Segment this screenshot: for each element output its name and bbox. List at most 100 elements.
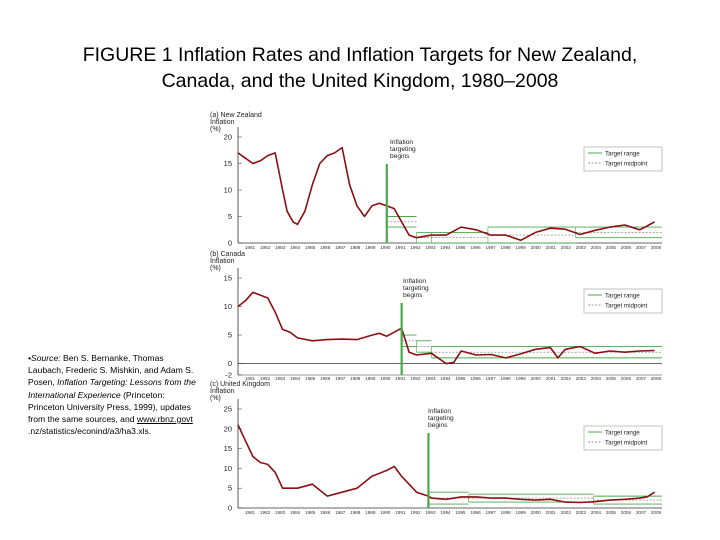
x-tick-label: 1986 bbox=[320, 510, 331, 515]
x-tick-label: 1981 bbox=[245, 510, 256, 515]
x-tick-label: 1984 bbox=[290, 376, 301, 381]
panel-label: (b) Canada bbox=[210, 251, 245, 258]
x-tick-label: 1999 bbox=[516, 376, 527, 381]
x-tick-label: 1982 bbox=[260, 376, 271, 381]
x-tick-label: 1993 bbox=[425, 376, 436, 381]
targeting-annotation-line: Inflation bbox=[428, 408, 451, 415]
y-tick-label: 20 bbox=[224, 424, 232, 433]
x-tick-label: 1983 bbox=[275, 510, 286, 515]
x-tick-label: 1998 bbox=[501, 245, 512, 250]
figure-title: FIGURE 1 Inflation Rates and Inflation T… bbox=[20, 42, 700, 94]
y-tick-label: 10 bbox=[224, 464, 232, 473]
x-tick-label: 2002 bbox=[561, 510, 572, 515]
x-tick-label: 1992 bbox=[410, 245, 421, 250]
x-tick-label: 1982 bbox=[260, 510, 271, 515]
targeting-annotation-line: targeting bbox=[390, 146, 416, 153]
targeting-annotation-line: begins bbox=[390, 153, 410, 160]
x-tick-label: 2003 bbox=[576, 510, 587, 515]
y-tick-label: 5 bbox=[228, 331, 232, 340]
x-tick-label: 1988 bbox=[350, 510, 361, 515]
x-tick-label: 2005 bbox=[606, 510, 617, 515]
x-tick-label: 1989 bbox=[365, 245, 376, 250]
legend-range-label: Target range bbox=[605, 430, 640, 437]
x-tick-label: 2008 bbox=[651, 245, 662, 250]
x-tick-label: 1990 bbox=[380, 510, 391, 515]
source-note: •Source: Ben S. Bernanke, Thomas Laubach… bbox=[28, 352, 198, 437]
x-tick-label: 1991 bbox=[395, 376, 406, 381]
x-tick-label: 1984 bbox=[290, 510, 301, 515]
x-tick-label: 2006 bbox=[621, 510, 632, 515]
x-tick-label: 1985 bbox=[305, 510, 316, 515]
inflation-series-line bbox=[237, 424, 656, 504]
x-tick-label: 1993 bbox=[425, 510, 436, 515]
x-tick-label: 2005 bbox=[606, 245, 617, 250]
x-tick-label: 1991 bbox=[395, 510, 406, 515]
x-tick-label: 1986 bbox=[320, 245, 331, 250]
x-tick-label: 2006 bbox=[621, 376, 632, 381]
x-tick-label: 2001 bbox=[546, 510, 557, 515]
x-tick-label: 2007 bbox=[636, 376, 647, 381]
x-tick-label: 2000 bbox=[531, 376, 542, 381]
x-tick-label: 1983 bbox=[275, 376, 286, 381]
x-tick-label: 2003 bbox=[576, 245, 587, 250]
targeting-annotation-line: Inflation bbox=[390, 139, 413, 146]
y-tick-label: 10 bbox=[224, 302, 232, 311]
x-tick-label: 1997 bbox=[485, 510, 496, 515]
x-tick-label: 2004 bbox=[591, 510, 602, 515]
x-tick-label: 1986 bbox=[320, 376, 331, 381]
x-tick-label: 2001 bbox=[546, 245, 557, 250]
x-tick-label: 1999 bbox=[516, 245, 527, 250]
x-tick-label: 1995 bbox=[455, 245, 466, 250]
legend-range-label: Target range bbox=[605, 293, 640, 300]
x-tick-label: 2004 bbox=[591, 245, 602, 250]
y-tick-label: 25 bbox=[224, 405, 232, 414]
legend-box bbox=[583, 425, 663, 451]
x-tick-label: 2007 bbox=[636, 245, 647, 250]
legend: Target range Target midpoint bbox=[583, 288, 663, 314]
x-tick-label: 1998 bbox=[501, 376, 512, 381]
x-tick-label: 1994 bbox=[440, 245, 451, 250]
x-tick-label: 2007 bbox=[636, 510, 647, 515]
x-tick-label: 1997 bbox=[485, 245, 496, 250]
x-tick-label: 1995 bbox=[455, 376, 466, 381]
inflation-series-line bbox=[237, 291, 655, 365]
x-tick-label: 1996 bbox=[470, 510, 481, 515]
legend-range-label: Target range bbox=[605, 151, 640, 158]
x-tick-label: 1982 bbox=[260, 245, 271, 250]
x-tick-label: 1990 bbox=[380, 376, 391, 381]
x-tick-label: 1992 bbox=[410, 376, 421, 381]
x-tick-label: 2002 bbox=[561, 376, 572, 381]
figure-title-line-1: FIGURE 1 Inflation Rates and Inflation T… bbox=[82, 44, 638, 66]
x-tick-label: 1984 bbox=[290, 245, 301, 250]
targeting-annotation-line: begins bbox=[403, 292, 423, 299]
legend-midpoint-label: Target midpoint bbox=[605, 161, 648, 168]
y-tick-label: 15 bbox=[224, 274, 232, 283]
x-tick-label: 2006 bbox=[621, 245, 632, 250]
x-tick-label: 1988 bbox=[350, 245, 361, 250]
x-tick-label: 1987 bbox=[335, 376, 346, 381]
targeting-annotation-line: begins bbox=[428, 422, 448, 429]
y-tick-label: 20 bbox=[224, 133, 232, 142]
x-tick-label: 1991 bbox=[395, 245, 406, 250]
legend-midpoint-label: Target midpoint bbox=[605, 303, 648, 310]
y-axis-label-line: (%) bbox=[210, 126, 221, 133]
x-tick-label: 1994 bbox=[440, 376, 451, 381]
targeting-annotation-line: Inflation bbox=[403, 278, 426, 285]
panel-label: (a) New Zealand bbox=[210, 112, 262, 119]
y-tick-label: 5 bbox=[228, 212, 232, 221]
figure-title-line-2: Canada, and the United Kingdom, 1980–200… bbox=[161, 70, 559, 92]
targeting-annotation-line: targeting bbox=[428, 415, 454, 422]
source-link[interactable]: www.rbnz.govt bbox=[136, 414, 193, 425]
source-text-1: Ben S. Bernanke, Thomas Laubach, Frederi… bbox=[28, 353, 194, 388]
x-tick-label: 1996 bbox=[470, 376, 481, 381]
x-tick-label: 1998 bbox=[501, 510, 512, 515]
x-tick-label: 1985 bbox=[305, 376, 316, 381]
x-tick-label: 1989 bbox=[365, 510, 376, 515]
x-tick-label: 1981 bbox=[245, 245, 256, 250]
x-tick-label: 2000 bbox=[531, 245, 542, 250]
y-tick-label: -2 bbox=[225, 371, 232, 380]
y-axis-label-line: Inflation bbox=[210, 258, 235, 265]
x-tick-label: 1993 bbox=[425, 245, 436, 250]
